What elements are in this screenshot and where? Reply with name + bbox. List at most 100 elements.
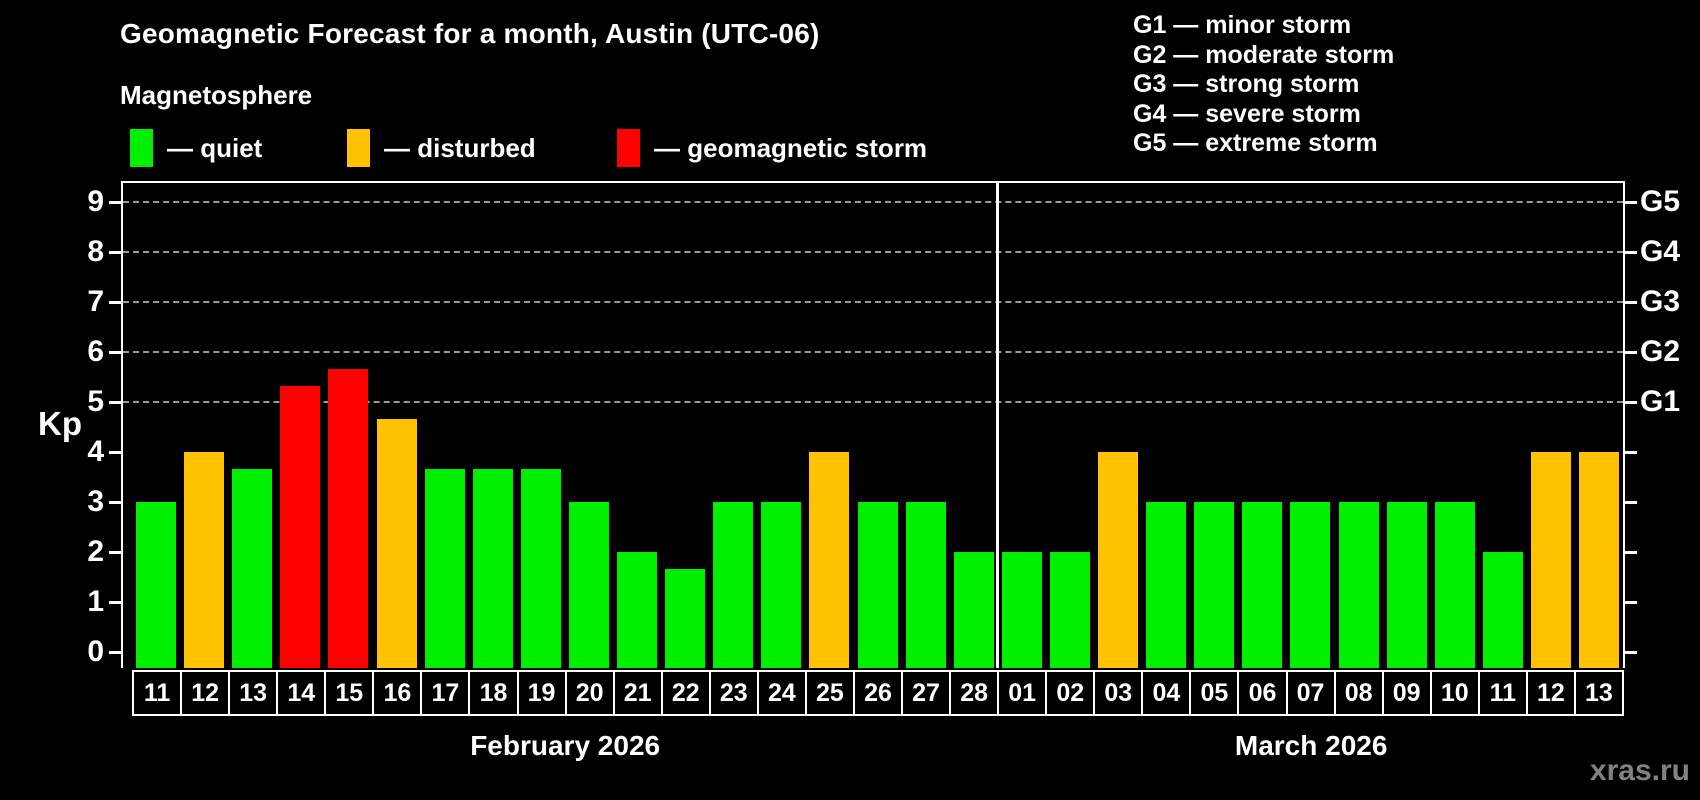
day-label: 11 (143, 678, 171, 707)
legend-item-label: — quiet (167, 133, 263, 163)
y-tick-label: 2 (87, 535, 104, 568)
y-tick-label: 4 (87, 435, 104, 468)
kp-bar (953, 552, 994, 668)
kp-bar (1579, 452, 1619, 668)
g-scale-legend-line: G1 — minor storm (1133, 11, 1352, 39)
y-axis-tick (109, 300, 121, 304)
gridline-kp-7 (123, 301, 1623, 303)
gridline-kp-5 (123, 401, 1623, 403)
right-axis-tick (1625, 350, 1637, 354)
right-axis-tick (1625, 550, 1637, 554)
magnetosphere-subtitle: Magnetosphere (120, 80, 313, 110)
page-title: Geomagnetic Forecast for a month, Austin… (120, 18, 820, 49)
kp-bar (1001, 552, 1042, 668)
month-label: February 2026 (470, 730, 661, 761)
kp-bar (280, 385, 321, 668)
gridline-kp-8 (123, 251, 1623, 253)
kp-bar (1098, 452, 1138, 668)
right-axis-tick (1625, 250, 1637, 254)
day-label: 10 (1429, 672, 1478, 714)
y-axis-tick (109, 500, 121, 504)
g-level-label-G1: G1 (1640, 385, 1681, 418)
day-label: 18 (468, 672, 516, 714)
legend-item-label: — disturbed (384, 133, 536, 163)
kp-bar (184, 452, 225, 668)
kp-bar (617, 552, 657, 668)
y-axis-tick (109, 600, 121, 604)
day-label: 02 (1045, 672, 1093, 714)
day-label: 24 (756, 672, 805, 714)
day-label: 19 (516, 672, 565, 714)
kp-bar (232, 468, 273, 668)
kp-bar (1338, 502, 1379, 668)
gridline-kp-9 (123, 201, 1623, 203)
day-label: 01 (997, 672, 1045, 714)
g-level-label-G3: G3 (1640, 285, 1681, 318)
plot-area (121, 181, 1625, 668)
day-label: 04 (1141, 672, 1189, 714)
right-axis-tick (1625, 400, 1637, 404)
kp-bar (1194, 502, 1235, 668)
day-label: 23 (708, 672, 757, 714)
y-tick-label: 1 (87, 585, 104, 618)
y-axis-tick (109, 550, 121, 554)
day-label: 09 (1381, 672, 1430, 714)
g-scale-legend: G1 — minor storm G2 — moderate storm G3 — … (1133, 11, 1394, 159)
legend-item-label: — geomagnetic storm (654, 133, 928, 163)
kp-bar (1242, 502, 1283, 668)
right-axis-tick (1625, 300, 1637, 304)
day-label: 07 (1285, 672, 1334, 714)
kp-bar (1434, 502, 1475, 668)
kp-bar (1386, 502, 1427, 668)
y-axis-tick (109, 650, 121, 654)
day-label: 13 (228, 672, 276, 714)
kp-bar (761, 502, 802, 668)
day-label: 21 (612, 672, 661, 714)
disturbed-color-swatch-icon (347, 129, 370, 167)
legend-item-quiet: — quiet (130, 128, 262, 168)
watermark: xras.ru (1589, 754, 1690, 787)
y-tick-label: 3 (87, 485, 104, 518)
legend-item-storm: — geomagnetic storm (617, 128, 927, 168)
day-label: 11 (1477, 672, 1526, 714)
right-axis-tick (1625, 650, 1637, 654)
right-axis-tick (1625, 600, 1637, 604)
day-label: 15 (324, 672, 372, 714)
gridline-kp-6 (123, 351, 1623, 353)
right-axis-tick (1625, 450, 1637, 454)
g-scale-legend-line: G3 — strong storm (1133, 70, 1360, 99)
day-label: 06 (1237, 672, 1285, 714)
day-label: 22 (660, 672, 709, 714)
kp-bar (472, 468, 513, 668)
kp-bar (520, 468, 561, 668)
kp-bar (1049, 552, 1090, 668)
day-axis-row: 11 12 13 14 15 16 17 18 19 20 21 22 23 24 25 26 27 28 01 02… (132, 670, 1624, 716)
kp-bar (328, 368, 369, 668)
storm-color-swatch-icon (617, 129, 640, 167)
kp-bar (905, 502, 946, 668)
y-tick-label: 9 (87, 185, 104, 218)
y-axis-tick (109, 400, 121, 404)
y-axis-tick (109, 200, 121, 204)
day-label: 05 (1189, 672, 1237, 714)
day-label: 25 (804, 672, 853, 714)
g-level-label-G2: G2 (1640, 335, 1681, 368)
g-scale-legend-line: G4 — severe storm (1133, 99, 1361, 128)
month-label: March 2026 (1234, 730, 1388, 761)
kp-bar (809, 452, 850, 668)
day-label: 12 (1525, 672, 1574, 714)
kp-bar (857, 502, 898, 668)
y-tick-label: 5 (87, 385, 104, 418)
month-divider-line (996, 183, 999, 668)
y-axis-label: Kp (38, 405, 82, 442)
day-label: 28 (949, 672, 997, 714)
kp-bar (424, 468, 465, 668)
right-axis-tick (1625, 500, 1637, 504)
quiet-color-swatch-icon (130, 129, 153, 167)
kp-bar (1290, 502, 1331, 668)
legend-item-disturbed: — disturbed (347, 128, 536, 168)
g-level-label-G4: G4 (1640, 235, 1681, 268)
kp-bar (665, 568, 706, 668)
y-tick-label: 8 (87, 235, 104, 268)
